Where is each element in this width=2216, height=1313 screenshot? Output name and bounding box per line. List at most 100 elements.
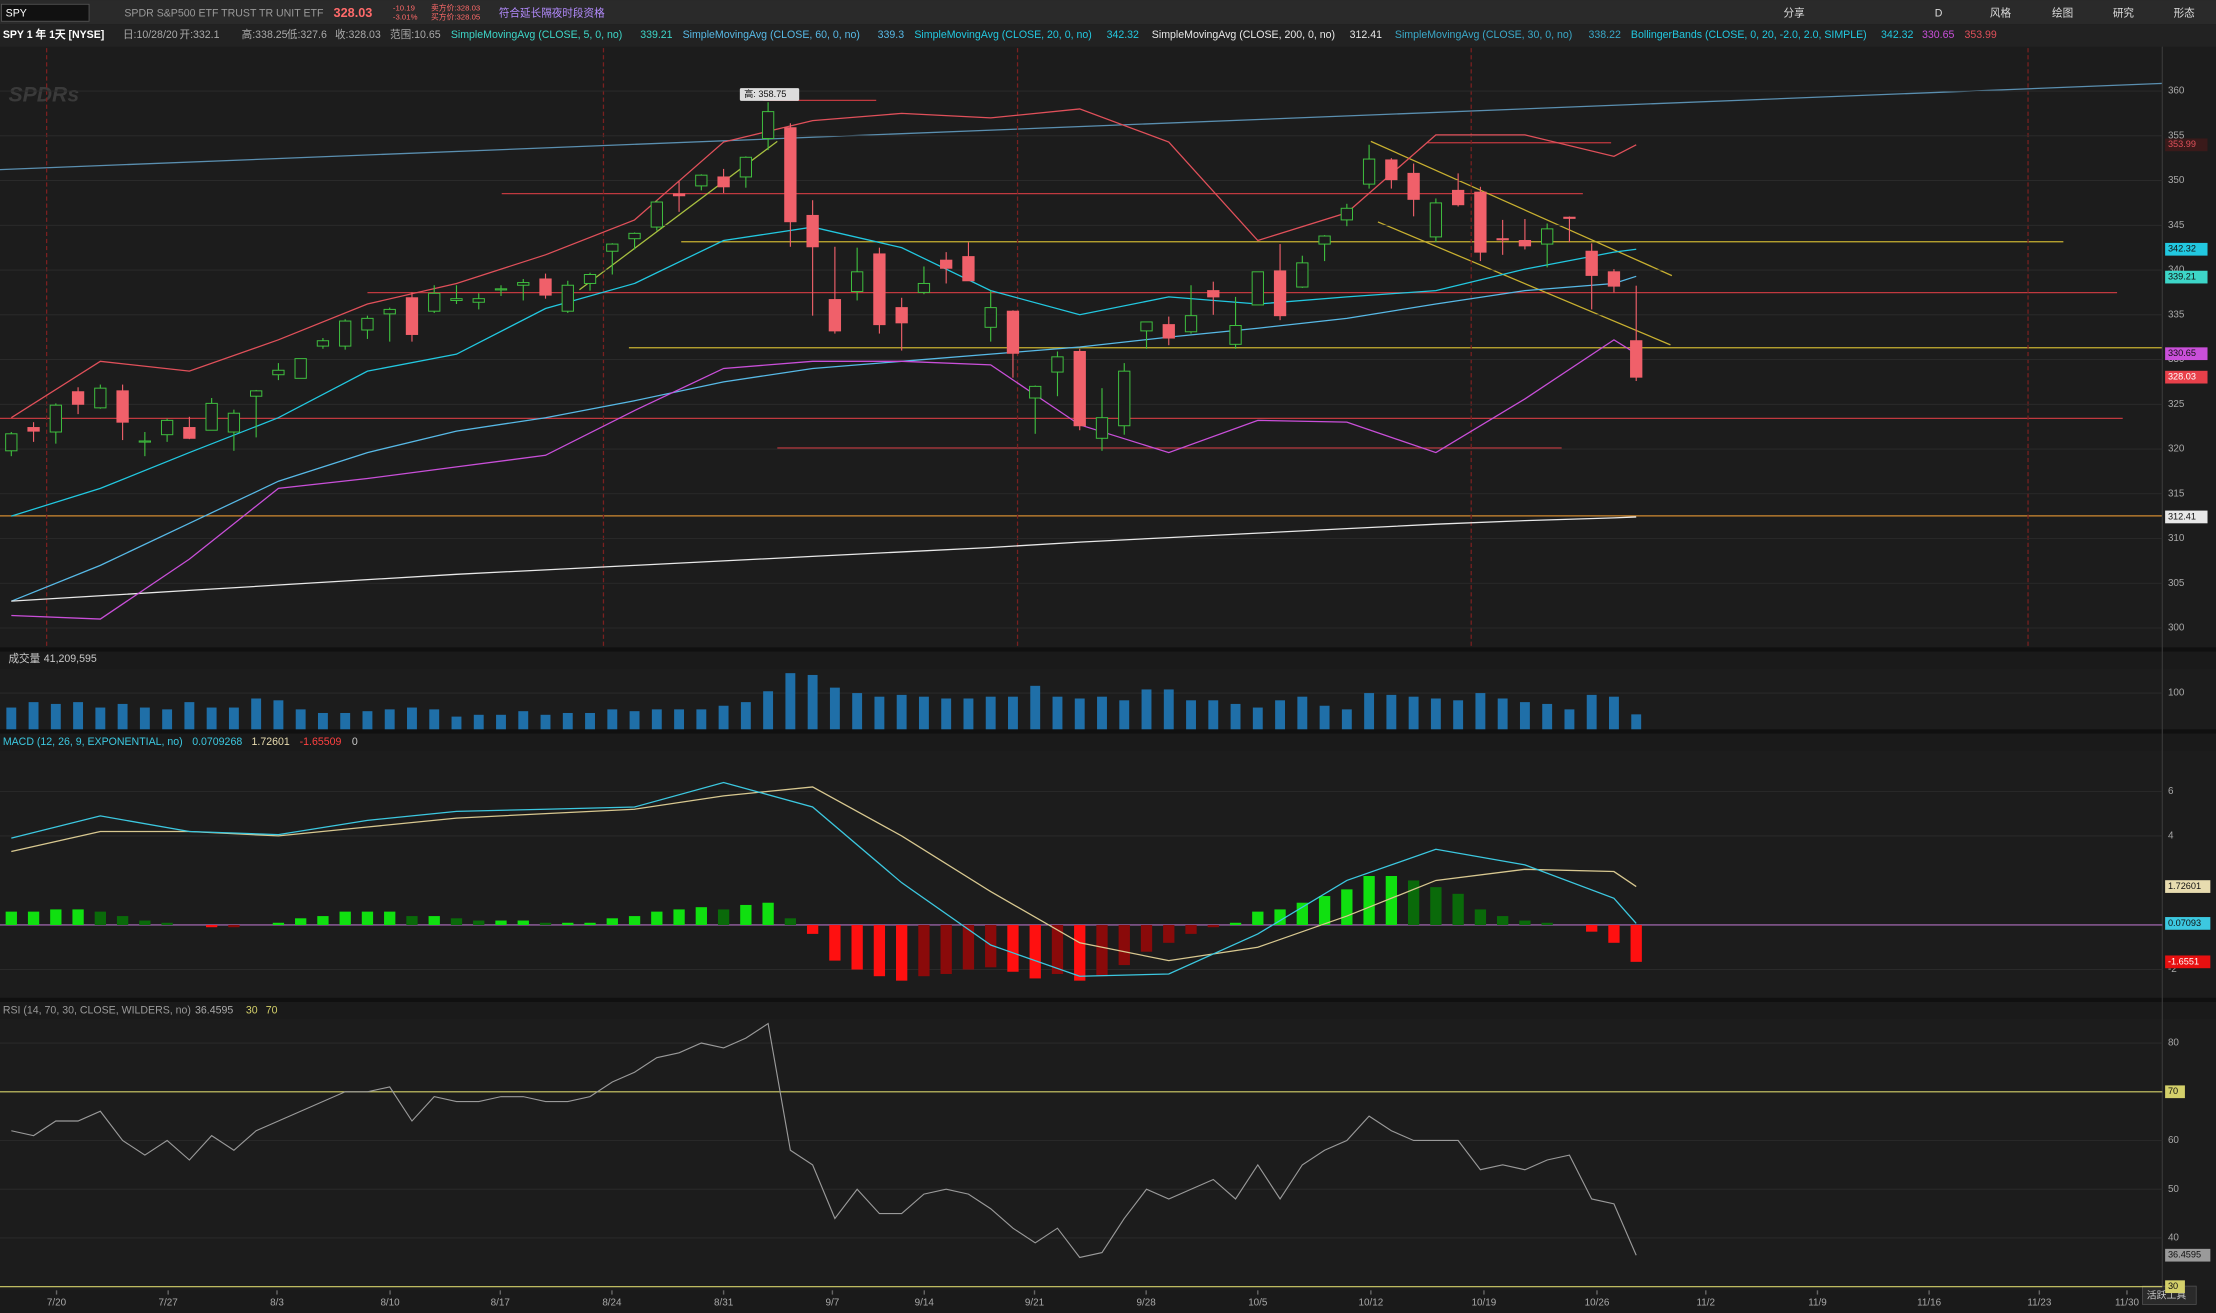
macd-histogram-bar [628, 916, 641, 925]
moving-average-line [11, 275, 1637, 602]
ask: 卖方价:328.03 [431, 3, 480, 13]
candle-body [183, 427, 196, 439]
toolbar-button[interactable]: 研究 [2113, 6, 2135, 19]
volume-bar [985, 696, 996, 730]
candle-body [1362, 158, 1376, 185]
rsi-tick-label: 80 [2168, 1038, 2179, 1049]
candle-body [316, 340, 330, 347]
candle-body [1006, 310, 1020, 354]
candle-body [984, 307, 997, 328]
candle-body [1051, 356, 1064, 373]
macd-histogram-bar [940, 924, 952, 974]
time-tick-label: 9/14 [915, 1298, 935, 1309]
study-value: 338.22 [1589, 29, 1621, 41]
volume-bar [1119, 700, 1130, 730]
volume-bar [451, 716, 462, 730]
candle-body [250, 390, 263, 397]
candle-body [160, 419, 174, 436]
extended-hours-note: 符合延长隔夜时段资格 [499, 6, 605, 19]
change: -10.19 [393, 4, 415, 13]
time-tick-label: 8/24 [602, 1298, 622, 1309]
volume-bar [340, 712, 351, 730]
volume-bar [429, 709, 440, 730]
channel-line [1370, 140, 1673, 277]
macd-histogram-bar [584, 922, 596, 925]
volume-tick-label: 100 [2168, 688, 2185, 699]
price-tick-label: 310 [2168, 533, 2185, 544]
volume-bar [1052, 696, 1063, 730]
macd-histogram-bar [1118, 924, 1130, 966]
candle-body [5, 433, 18, 452]
macd-histogram-bar [1074, 924, 1086, 981]
high-label-box [739, 88, 800, 101]
macd-histogram-bar [962, 924, 975, 970]
study-label: BollingerBands (CLOSE, 0, 20, -2.0, 2.0,… [1631, 29, 1867, 41]
macd-histogram-bar [317, 916, 329, 925]
macd-histogram-bar [1608, 924, 1620, 943]
macd-histogram-bar [1007, 924, 1019, 972]
toolbar-button[interactable]: 风格 [1990, 6, 2012, 19]
price-tag-box [2165, 347, 2208, 361]
volume-bar [251, 698, 262, 730]
aggregation[interactable]: D [1935, 7, 1943, 19]
rsi-label: RSI (14, 70, 30, CLOSE, WILDERS, no) [3, 1004, 191, 1016]
rsi-tick-label: 60 [2168, 1135, 2179, 1146]
candle-body [695, 174, 708, 187]
macd-histogram-bar [651, 911, 663, 925]
volume-bar [1475, 693, 1486, 730]
macd-histogram-bar [72, 909, 84, 925]
volume-bar [1586, 694, 1597, 730]
volume-bar [785, 673, 796, 730]
macd-histogram-bar [473, 920, 485, 925]
time-tick-label: 8/3 [270, 1298, 284, 1309]
macd-histogram-bar [673, 909, 685, 925]
volume-bar [1186, 700, 1196, 730]
volume-bar [295, 709, 306, 730]
macd-histogram-bar [428, 916, 440, 925]
candle-body [205, 402, 218, 431]
macd-histogram-bar [1430, 887, 1442, 925]
price-tick-label: 355 [2168, 130, 2185, 141]
candle-body [294, 358, 307, 379]
candle-body [895, 307, 908, 324]
macd-histogram-bar [116, 916, 129, 925]
study-value: 342.32 [1881, 29, 1913, 41]
panel-separator [0, 647, 2216, 652]
volume-bar [162, 709, 173, 730]
volume-bar [740, 702, 751, 730]
candle-body [1429, 202, 1443, 238]
volume-bar [585, 712, 595, 730]
candle-body [606, 243, 619, 252]
study-label: SimpleMovingAvg (CLOSE, 30, 0, no) [1395, 29, 1572, 41]
candle-body [1407, 172, 1420, 200]
candle-body [517, 282, 530, 286]
rsi-tag: 36.4595 [2168, 1250, 2201, 1260]
candle-body [472, 298, 485, 303]
panel-header [0, 651, 2216, 669]
info-bar [0, 24, 2216, 47]
panel-separator [0, 997, 2216, 1003]
toolbar-button[interactable]: 分享 [1784, 6, 1806, 19]
macd-histogram-bar [361, 911, 374, 925]
volume-bar [1631, 714, 1642, 730]
toolbar-bar [0, 0, 2216, 25]
symbol-input[interactable] [0, 3, 90, 22]
volume-bar [1408, 696, 1419, 730]
volume-bar [1297, 696, 1308, 730]
toolbar-button[interactable]: 绘图 [2052, 6, 2073, 19]
price-tag-box [2165, 510, 2208, 524]
info-date: 日:10/28/20 [123, 29, 178, 41]
macd-histogram-bar [1029, 924, 1041, 979]
price-tick-label: 345 [2168, 220, 2185, 231]
candle-body [116, 390, 129, 423]
volume-bar [1008, 696, 1018, 730]
candle-body [1296, 262, 1309, 288]
drawings [0, 48, 2163, 646]
toolbar-button[interactable]: 形态 [2174, 6, 2196, 19]
candle-body [428, 292, 441, 312]
symbol[interactable]: SPY [6, 7, 27, 19]
description: SPDR S&P500 ETF TRUST TR UNIT ETF [124, 7, 324, 19]
info-high: 高:338.25 [242, 28, 288, 41]
volume-bar [362, 711, 373, 730]
volume-bar [1275, 700, 1286, 730]
